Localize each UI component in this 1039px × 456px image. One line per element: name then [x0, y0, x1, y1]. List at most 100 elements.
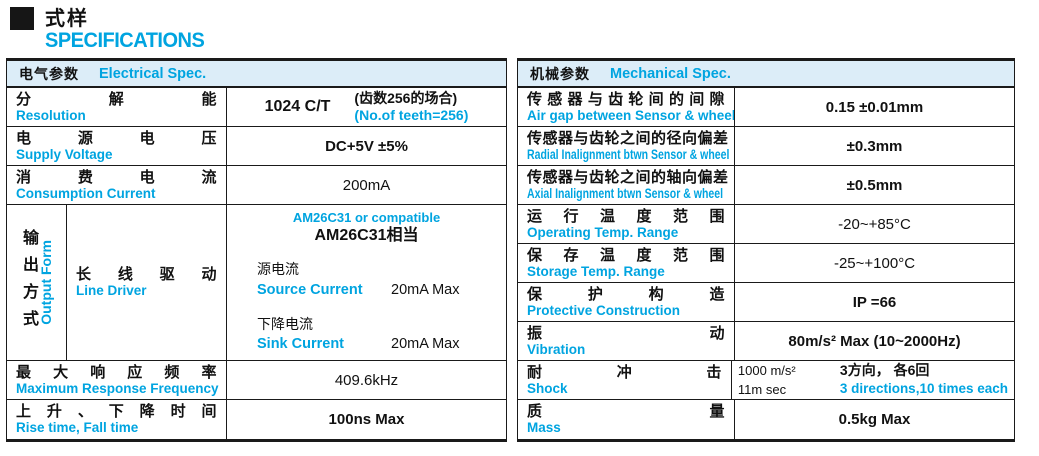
row-label-en: Shock	[527, 380, 568, 396]
row-value: 200mA	[227, 166, 506, 204]
row-value: ±0.5mm	[735, 166, 1014, 204]
mechanical-spec-table: 机械参数 Mechanical Spec. 传 感 器 与 齿 轮 间 的 间 …	[517, 58, 1015, 442]
sink-current-cn: 下降电流	[257, 315, 313, 332]
table-row-air-gap: 传 感 器 与 齿 轮 间 的 间 隙 Air gap between Sens…	[518, 88, 1014, 127]
row-label-en: Protective Construction	[527, 302, 681, 318]
resolution-value: 1024 C/T	[264, 98, 331, 115]
table-row-consumption-current: 消 费 电 流 Consumption Current 200mA	[7, 166, 506, 205]
section-marker-square	[10, 7, 34, 30]
source-current-line: Source Current 20mA Max	[257, 280, 494, 301]
mass-value: 0.5kg Max	[838, 411, 911, 428]
row-value: 0.5kg Max	[735, 400, 1014, 439]
table-row-mass: 质 量 Mass 0.5kg Max	[518, 400, 1014, 439]
rise-fall-time-value: 100ns Max	[328, 411, 405, 428]
row-value: 1024 C/T (齿数256的场合) (No.of teeth=256)	[227, 88, 506, 126]
row-label-cn: 运 行 温 度 范 围	[527, 207, 725, 225]
row-value: 100ns Max	[227, 400, 506, 439]
row-label-en: Radial Inalignment btwn Sensor & wheel	[527, 146, 730, 162]
row-label: 振 动 Vibration	[518, 322, 735, 360]
sink-current-value: 20mA Max	[391, 335, 460, 352]
page-title-cn: 式样	[45, 7, 89, 30]
vibration-value: 80m/s² Max (10~2000Hz)	[788, 332, 961, 350]
table-row-axial-misalignment: 传感器与齿轮之间的轴向偏差 Axial Inalignment btwn Sen…	[518, 166, 1014, 205]
max-response-frequency-value: 409.6kHz	[334, 371, 399, 389]
row-label-en: Mass	[527, 420, 561, 436]
resolution-note-en: (No.of teeth=256)	[354, 107, 469, 123]
row-label-cn: 最 大 响 应 频 率	[16, 363, 217, 381]
sink-current-line: Sink Current 20mA Max	[257, 334, 494, 355]
sink-current-block: 下降电流 Sink Current 20mA Max	[239, 314, 494, 355]
row-label: 运 行 温 度 范 围 Operating Temp. Range	[518, 205, 735, 243]
section-header: 式样 SPECIFICATIONS	[0, 0, 1039, 51]
electrical-header-cn: 电气参数	[19, 65, 79, 82]
row-label: 保 存 温 度 范 围 Storage Temp. Range	[518, 244, 735, 282]
row-label-en: Operating Temp. Range	[527, 224, 679, 240]
resolution-note-cn: (齿数256的场合)	[354, 90, 458, 107]
row-label-cn: 消 费 电 流	[16, 168, 217, 186]
row-label: 最 大 响 应 频 率 Maximum Response Frequency	[7, 361, 227, 399]
row-label-cn: 保 存 温 度 范 围	[527, 246, 725, 264]
storage-temp-value: -25~+100°C	[833, 254, 916, 272]
row-label-cn: 电 源 电 压	[16, 129, 217, 147]
sink-current-en: Sink Current	[257, 335, 345, 352]
row-label: 质 量 Mass	[518, 400, 735, 439]
supply-voltage-value: DC+5V ±5%	[325, 137, 408, 155]
row-label-cn: 耐 冲 击	[527, 363, 722, 381]
row-label: 保 护 构 造 Protective Construction	[518, 283, 735, 321]
row-label-en: Air gap between Sensor & wheel	[527, 107, 735, 123]
row-value: DC+5V ±5%	[227, 127, 506, 165]
row-label-en: Maximum Response Frequency	[16, 380, 219, 396]
table-row-supply-voltage: 电 源 电 压 Supply Voltage DC+5V ±5%	[7, 127, 506, 166]
table-row-shock: 耐 冲 击 Shock 1000 m/s² 11m sec 3方向， 各6回 3…	[518, 361, 1014, 400]
operating-temp-value: -20~+85°C	[838, 215, 911, 233]
row-value: -25~+100°C	[735, 244, 1014, 282]
row-label-en: Resolution	[16, 107, 86, 123]
source-current-en: Source Current	[257, 281, 363, 298]
output-form-vertical-en: Output Form	[38, 240, 54, 325]
table-row-radial-misalignment: 传感器与齿轮之间的径向偏差 Radial Inalignment btwn Se…	[518, 127, 1014, 166]
row-label-en: Storage Temp. Range	[527, 263, 665, 279]
row-label-en: Supply Voltage	[16, 146, 113, 162]
section-title-row: 式样	[10, 7, 1039, 30]
row-label: 消 费 电 流 Consumption Current	[7, 166, 227, 204]
row-label-en: Rise time, Fall time	[16, 420, 139, 436]
shock-directions-en: 3 directions,10 times each	[839, 381, 1008, 397]
table-row-output-form: 输出方式 Output Form 长 线 驱 动 Line Driver AM2…	[7, 205, 506, 361]
table-row-protective-construction: 保 护 构 造 Protective Construction IP =66	[518, 283, 1014, 322]
axial-misalignment-value: ±0.5mm	[846, 176, 903, 194]
protective-construction-value: IP =66	[852, 293, 897, 311]
electrical-spec-table: 电气参数 Electrical Spec. 分 解 能 Resolution 1…	[6, 58, 507, 442]
row-value: -20~+85°C	[735, 205, 1014, 243]
resolution-note: (齿数256的场合) (No.of teeth=256)	[354, 90, 468, 124]
shock-duration: 11m sec	[737, 382, 787, 397]
row-label-en: Vibration	[527, 341, 586, 357]
table-row-max-response-frequency: 最 大 响 应 频 率 Maximum Response Frequency 4…	[7, 361, 506, 400]
row-label-en: Line Driver	[76, 283, 147, 299]
source-current-cn: 源电流	[257, 261, 299, 278]
row-label-cn: 振 动	[527, 324, 725, 342]
row-label-cn: 质 量	[527, 403, 725, 421]
output-form-side-cell: 输出方式 Output Form	[7, 205, 67, 360]
shock-directions-block: 3方向， 各6回 3 directions,10 times each	[840, 361, 1008, 398]
row-label: 电 源 电 压 Supply Voltage	[7, 127, 227, 165]
row-value: 80m/s² Max (10~2000Hz)	[735, 322, 1014, 360]
row-value: IP =66	[735, 283, 1014, 321]
row-value: 1000 m/s² 11m sec 3方向， 各6回 3 directions,…	[732, 361, 1014, 399]
row-label: 分 解 能 Resolution	[7, 88, 227, 126]
mechanical-header-cn: 机械参数	[530, 65, 590, 82]
row-label-en: Axial Inalignment btwn Sensor & wheel	[527, 185, 724, 201]
source-current-block: 源电流 Source Current 20mA Max	[239, 259, 494, 300]
table-row-resolution: 分 解 能 Resolution 1024 C/T (齿数256的场合) (No…	[7, 88, 506, 127]
row-label-cn: 长 线 驱 动	[76, 266, 217, 284]
radial-misalignment-value: ±0.3mm	[846, 137, 903, 155]
row-label-cn: 传 感 器 与 齿 轮 间 的 间 隙	[527, 90, 725, 108]
row-label: 传感器与齿轮之间的径向偏差 Radial Inalignment btwn Se…	[518, 127, 735, 165]
row-label: 传感器与齿轮之间的轴向偏差 Axial Inalignment btwn Sen…	[518, 166, 735, 204]
table-row-rise-fall-time: 上 升 、 下 降 时 间 Rise time, Fall time 100ns…	[7, 400, 506, 439]
row-label-cn: 分 解 能	[16, 90, 217, 108]
mechanical-table-header: 机械参数 Mechanical Spec.	[518, 61, 1014, 88]
table-row-storage-temp: 保 存 温 度 范 围 Storage Temp. Range -25~+100…	[518, 244, 1014, 283]
electrical-table-header: 电气参数 Electrical Spec.	[7, 61, 506, 88]
driver-compat-cn: AM26C31相当	[314, 227, 419, 245]
